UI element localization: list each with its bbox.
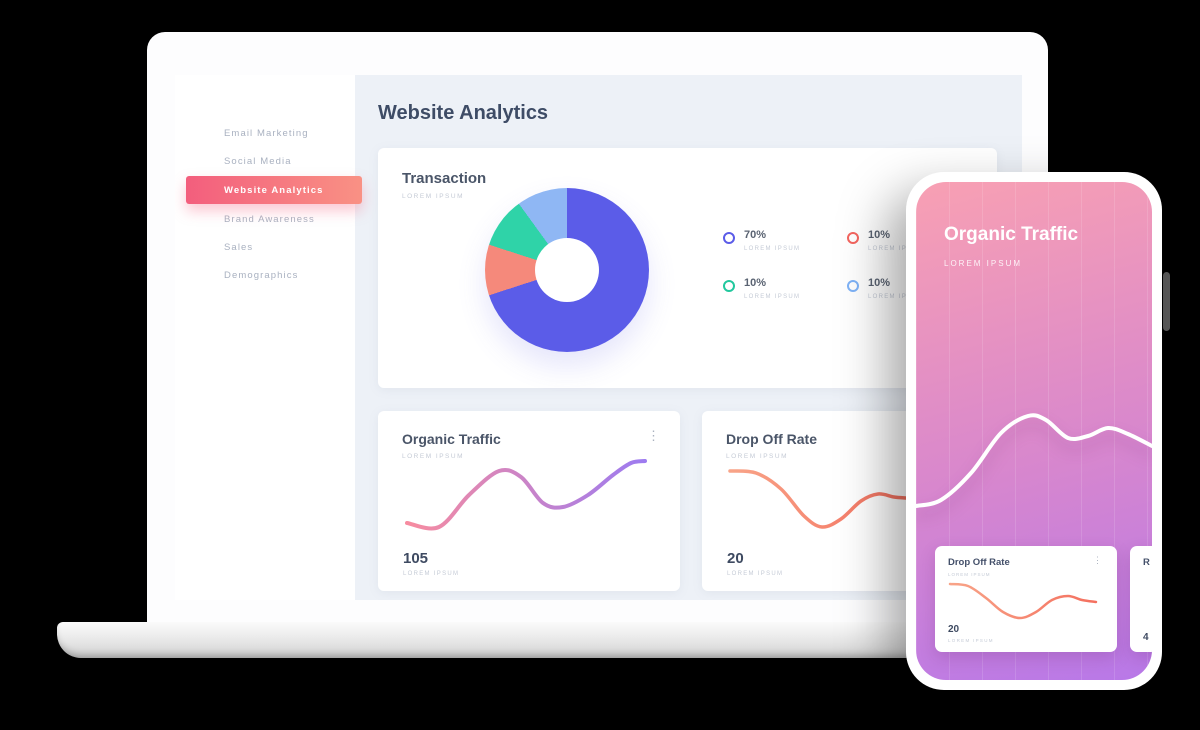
drop-off-rate-value: 20 [727, 550, 744, 567]
organic-traffic-value: 105 [403, 550, 429, 567]
drop-off-rate-subtitle: LOREM IPSUM [726, 453, 789, 460]
phone-drop-off-value-block: 20 LOREM IPSUM [948, 624, 994, 644]
legend-ring-icon [723, 280, 735, 292]
sidebar-item-demographics[interactable]: Demographics [224, 269, 299, 281]
transaction-card: Transaction LOREM IPSUM 70% LOREM IPSUM [378, 148, 997, 388]
laptop-screen: Email Marketing Social Media Website Ana… [175, 75, 1022, 600]
drop-off-rate-value-block: 20 LOREM IPSUM [727, 551, 783, 577]
phone-organic-traffic-chart [916, 413, 1152, 508]
sidebar-item-social-media[interactable]: Social Media [224, 155, 292, 167]
sidebar-item-sales[interactable]: Sales [224, 241, 254, 253]
phone-drop-off-value: 20 [948, 624, 960, 635]
transaction-legend: 70% LOREM IPSUM 10% LOREM IPSUM [723, 230, 971, 300]
legend-ring-icon [847, 232, 859, 244]
phone-drop-off-value-label: LOREM IPSUM [948, 638, 994, 643]
phone-title: Organic Traffic [944, 224, 1079, 245]
legend-ring-icon [847, 280, 859, 292]
phone-drop-off-subtitle: LOREM IPSUM [948, 572, 991, 577]
transaction-subtitle: LOREM IPSUM [402, 193, 465, 200]
phone-drop-off-title: Drop Off Rate [948, 557, 1010, 568]
organic-traffic-value-block: 105 LOREM IPSUM [403, 551, 459, 577]
phone-cards-row: Drop Off Rate LOREM IPSUM ⋮ 20 LOREM [935, 546, 1152, 652]
legend-value: 10% [744, 277, 767, 289]
phone-second-card-value-block: 4 [1143, 633, 1149, 643]
sidebar: Email Marketing Social Media Website Ana… [175, 75, 362, 600]
legend-label: LOREM IPSUM [744, 294, 801, 300]
phone-mockup: Organic Traffic LOREM IPSUM Drop Off Rat… [906, 172, 1162, 690]
legend-label: LOREM IPSUM [868, 294, 925, 300]
kebab-menu-icon[interactable]: ⋮ [1087, 555, 1108, 566]
transaction-title: Transaction [402, 170, 487, 187]
organic-traffic-value-label: LOREM IPSUM [403, 571, 460, 577]
legend-item-teal: 10% LOREM IPSUM [723, 278, 847, 300]
drop-off-rate-chart [728, 469, 908, 529]
organic-traffic-card: Organic Traffic LOREM IPSUM ⋮ [378, 411, 680, 591]
phone-subtitle: LOREM IPSUM [944, 259, 1023, 268]
phone-second-card: R 4 [1130, 546, 1152, 652]
donut-hole [535, 238, 599, 302]
phone-screen: Organic Traffic LOREM IPSUM Drop Off Rat… [916, 182, 1152, 680]
page-title: Website Analytics [378, 102, 549, 124]
legend-value: 10% [868, 229, 891, 241]
legend-value: 10% [868, 277, 891, 289]
legend-label: LOREM IPSUM [744, 246, 801, 252]
phone-second-card-title: R [1143, 557, 1150, 568]
phone-side-button[interactable] [1163, 272, 1170, 331]
sidebar-item-email-marketing[interactable]: Email Marketing [224, 127, 309, 139]
drop-off-rate-value-label: LOREM IPSUM [727, 571, 784, 577]
legend-ring-icon [723, 232, 735, 244]
kebab-menu-icon[interactable]: ⋮ [647, 428, 660, 443]
organic-traffic-chart [405, 459, 647, 531]
organic-traffic-subtitle: LOREM IPSUM [402, 453, 465, 460]
phone-drop-off-chart [948, 582, 1098, 620]
transaction-donut-chart [485, 188, 649, 352]
legend-item-purple: 70% LOREM IPSUM [723, 230, 847, 252]
phone-drop-off-card: Drop Off Rate LOREM IPSUM ⋮ 20 LOREM [935, 546, 1117, 652]
legend-item-red: 10% LOREM IPSUM [847, 230, 971, 252]
phone-second-card-value: 4 [1143, 632, 1149, 643]
legend-item-blue: 10% LOREM IPSUM [847, 278, 971, 300]
cards-row: Organic Traffic LOREM IPSUM ⋮ [378, 411, 997, 591]
legend-label: LOREM IPSUM [868, 246, 925, 252]
drop-off-rate-title: Drop Off Rate [726, 431, 817, 447]
sidebar-item-brand-awareness[interactable]: Brand Awareness [224, 213, 315, 225]
sidebar-item-website-analytics[interactable]: Website Analytics [186, 176, 362, 204]
legend-value: 70% [744, 229, 767, 241]
organic-traffic-title: Organic Traffic [402, 431, 501, 447]
